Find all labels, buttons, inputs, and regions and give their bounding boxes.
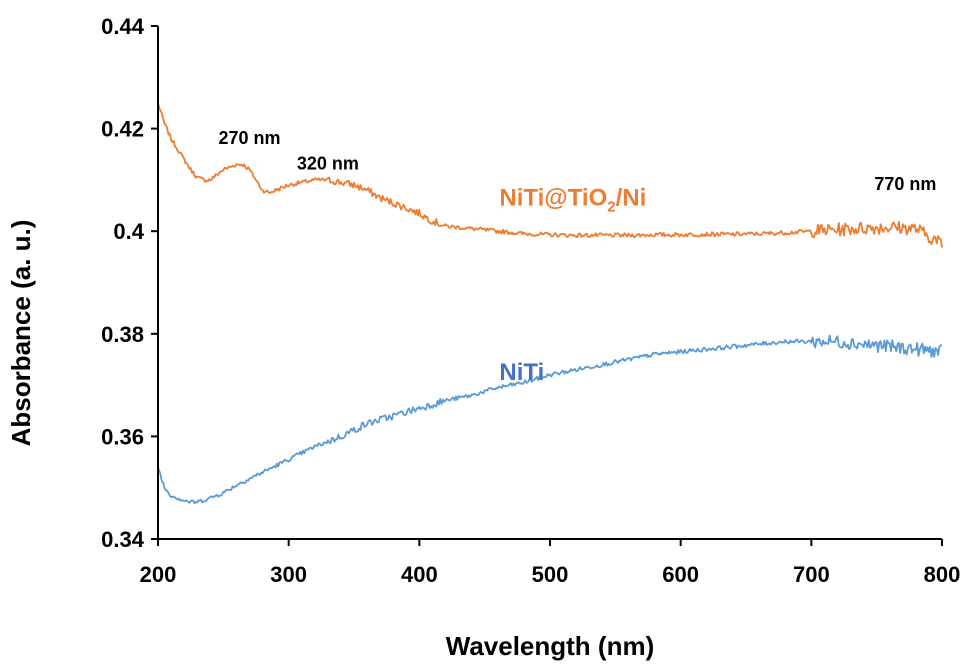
- x-axis-title: Wavelength (nm): [446, 631, 654, 661]
- peak-annotation: 320 nm: [297, 154, 359, 174]
- x-tick-label: 300: [270, 562, 307, 587]
- series-label: NiTi@TiO2/Ni: [499, 185, 646, 216]
- x-ticks: 200 300 400 500 600 700 800: [140, 539, 961, 587]
- peak-annotation: 770 nm: [874, 174, 936, 194]
- x-tick-label: 600: [662, 562, 699, 587]
- plot-lines: [157, 102, 943, 505]
- y-tick-label: 0.44: [101, 14, 145, 39]
- y-tick-label: 0.42: [101, 117, 144, 142]
- y-tick-label: 0.38: [101, 322, 144, 347]
- peak-annotation: 270 nm: [218, 128, 280, 148]
- series-line-1: [157, 334, 943, 505]
- y-axis-title: Absorbance (a. u.): [6, 220, 36, 447]
- y-ticks: 0.34 0.36 0.38 0.4 0.42 0.44: [101, 14, 158, 552]
- series-line-0: [157, 102, 943, 248]
- labels: NiTi@TiO2/Ni NiTi 270 nm 320 nm 770 nm: [218, 128, 936, 386]
- series-label: NiTi: [499, 359, 544, 386]
- x-tick-label: 500: [532, 562, 569, 587]
- x-tick-label: 700: [793, 562, 830, 587]
- axes: [157, 26, 942, 540]
- x-tick-label: 800: [924, 562, 961, 587]
- x-tick-label: 400: [401, 562, 438, 587]
- x-tick-label: 200: [140, 562, 177, 587]
- y-tick-label: 0.4: [113, 219, 144, 244]
- y-tick-label: 0.34: [101, 527, 145, 552]
- y-tick-label: 0.36: [101, 424, 144, 449]
